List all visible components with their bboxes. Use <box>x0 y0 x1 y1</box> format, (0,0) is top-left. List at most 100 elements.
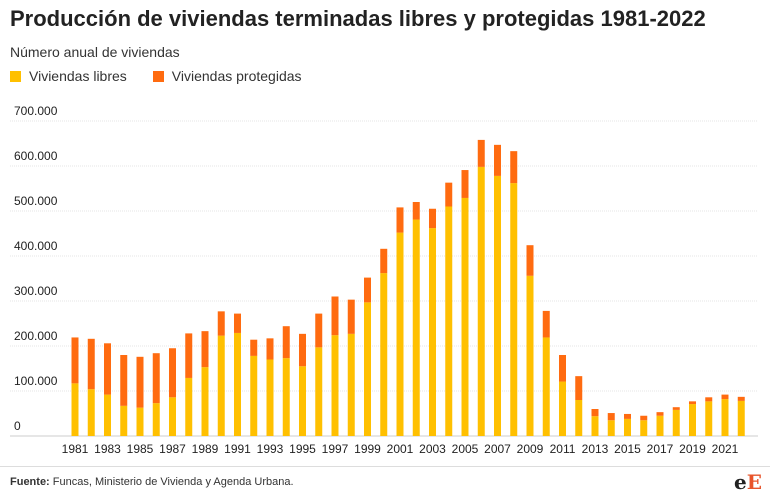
bar-libres-2013 <box>591 416 599 436</box>
y-tick-label: 400.000 <box>14 239 58 253</box>
legend: Viviendas libres Viviendas protegidas <box>10 68 302 84</box>
bar-libres-1986 <box>152 403 160 436</box>
bar-libres-2016 <box>640 420 648 436</box>
x-tick-label: 2021 <box>712 442 739 456</box>
footer-divider <box>0 466 770 467</box>
x-tick-label: 1983 <box>94 442 121 456</box>
bar-protegidas-2015 <box>624 413 631 419</box>
x-tick-label: 2011 <box>550 442 576 456</box>
bar-libres-1982 <box>87 389 95 436</box>
bar-protegidas-2021 <box>721 394 729 400</box>
logo-letter-e: e <box>734 470 747 494</box>
bar-libres-2007 <box>494 175 501 436</box>
bar-libres-2001 <box>396 232 404 436</box>
bar-libres-2002 <box>412 219 420 436</box>
bar-protegidas-2002 <box>412 202 420 220</box>
bar-protegidas-2004 <box>445 182 453 207</box>
bar-protegidas-2013 <box>591 409 599 417</box>
bar-libres-1999 <box>364 302 371 436</box>
bar-protegidas-1994 <box>282 326 290 359</box>
bar-protegidas-2001 <box>396 207 404 233</box>
bar-protegidas-1993 <box>266 338 274 360</box>
bar-protegidas-2006 <box>477 139 485 167</box>
bar-protegidas-1984 <box>120 355 128 406</box>
x-tick-label: 2013 <box>582 442 609 456</box>
x-tick-label: 1989 <box>192 442 219 456</box>
bar-libres-1992 <box>250 355 258 436</box>
bar-libres-2022 <box>737 400 745 436</box>
x-tick-label: 2017 <box>647 442 674 456</box>
bar-protegidas-2003 <box>429 208 436 229</box>
logo-letter-f: E <box>746 470 762 494</box>
bar-libres-2017 <box>656 415 664 436</box>
bar-protegidas-2000 <box>380 248 388 274</box>
bar-protegidas-1999 <box>364 277 371 303</box>
bar-protegidas-2007 <box>494 144 501 176</box>
x-tick-label: 1987 <box>159 442 186 456</box>
bar-protegidas-1982 <box>87 338 95 390</box>
x-tick-label: 2003 <box>419 442 446 456</box>
bar-libres-1991 <box>234 332 241 436</box>
y-tick-label: 700.000 <box>14 104 58 118</box>
bar-libres-2004 <box>445 206 453 436</box>
source-text: Funcas, Ministerio de Vivienda y Agenda … <box>49 476 294 488</box>
bar-protegidas-2008 <box>510 151 518 184</box>
bar-libres-1995 <box>299 366 306 436</box>
bar-protegidas-1990 <box>217 311 225 336</box>
bar-protegidas-1996 <box>315 313 323 348</box>
stacked-bar-chart: 0 100.000 200.000 300.000 400.000 500.000 600.… <box>10 104 758 456</box>
bar-protegidas-2012 <box>575 376 583 400</box>
bar-protegidas-2022 <box>737 396 745 401</box>
bar-libres-1993 <box>266 359 274 436</box>
legend-label-libres: Viviendas libres <box>29 68 127 84</box>
bar-libres-2021 <box>721 399 729 436</box>
y-tick-label: 200.000 <box>14 329 58 343</box>
bar-protegidas-2014 <box>607 413 615 421</box>
bar-libres-1983 <box>104 394 111 436</box>
bar-libres-1997 <box>331 335 339 436</box>
bar-libres-1988 <box>185 377 193 436</box>
x-tick-label: 1997 <box>322 442 349 456</box>
bar-libres-2020 <box>705 401 713 436</box>
y-tick-label: 100.000 <box>14 374 58 388</box>
x-tick-label: 1993 <box>257 442 284 456</box>
bar-protegidas-1985 <box>136 356 144 408</box>
chart-title: Producción de viviendas terminadas libre… <box>10 6 706 31</box>
bar-protegidas-2011 <box>559 355 566 382</box>
bar-libres-1989 <box>201 367 209 436</box>
bar-protegidas-1998 <box>347 299 355 334</box>
bar-libres-2006 <box>477 166 485 436</box>
bar-libres-1996 <box>315 347 323 436</box>
x-tick-label: 1995 <box>289 442 316 456</box>
bar-libres-2011 <box>559 381 566 436</box>
x-tick-label: 2007 <box>484 442 511 456</box>
bar-protegidas-1986 <box>152 353 160 404</box>
x-tick-label: 2015 <box>614 442 641 456</box>
bar-protegidas-1987 <box>169 348 176 398</box>
y-tick-label: 500.000 <box>14 194 58 208</box>
bar-protegidas-1992 <box>250 339 258 356</box>
x-tick-label: 2001 <box>387 442 414 456</box>
legend-item-libres: Viviendas libres <box>10 68 127 84</box>
bar-protegidas-2005 <box>461 170 469 198</box>
bar-protegidas-2017 <box>656 412 664 416</box>
bar-libres-1987 <box>169 397 176 436</box>
x-tick-label: 1991 <box>224 442 251 456</box>
bar-libres-1998 <box>347 333 355 436</box>
y-tick-label: 0 <box>14 419 21 433</box>
x-tick-label: 2005 <box>452 442 479 456</box>
x-tick-label: 1999 <box>354 442 381 456</box>
chart-subtitle: Número anual de viviendas <box>10 44 180 60</box>
bar-libres-1994 <box>282 358 290 436</box>
bar-libres-1990 <box>217 335 225 436</box>
x-tick-label: 1985 <box>127 442 154 456</box>
publisher-logo: eE <box>734 470 762 494</box>
y-tick-label: 600.000 <box>14 149 58 163</box>
bar-libres-2019 <box>689 404 696 436</box>
x-tick-label: 2019 <box>679 442 706 456</box>
bar-protegidas-1981 <box>71 337 79 384</box>
legend-label-protegidas: Viviendas protegidas <box>171 68 302 84</box>
legend-swatch-protegidas <box>152 70 164 82</box>
bar-libres-2005 <box>461 197 469 436</box>
bar-libres-2003 <box>429 228 436 436</box>
